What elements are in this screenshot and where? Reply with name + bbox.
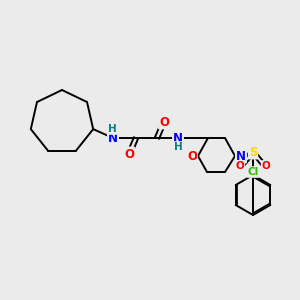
Text: Cl: Cl — [248, 167, 259, 177]
Text: S: S — [249, 146, 257, 158]
Text: N: N — [173, 131, 183, 145]
Text: H: H — [108, 124, 116, 134]
Text: H: H — [174, 142, 182, 152]
Text: O: O — [187, 149, 197, 163]
Text: O: O — [236, 161, 244, 171]
Text: N: N — [236, 149, 246, 163]
Text: O: O — [124, 148, 134, 160]
Text: O: O — [262, 161, 270, 171]
Text: N: N — [108, 131, 118, 145]
Text: O: O — [159, 116, 169, 128]
